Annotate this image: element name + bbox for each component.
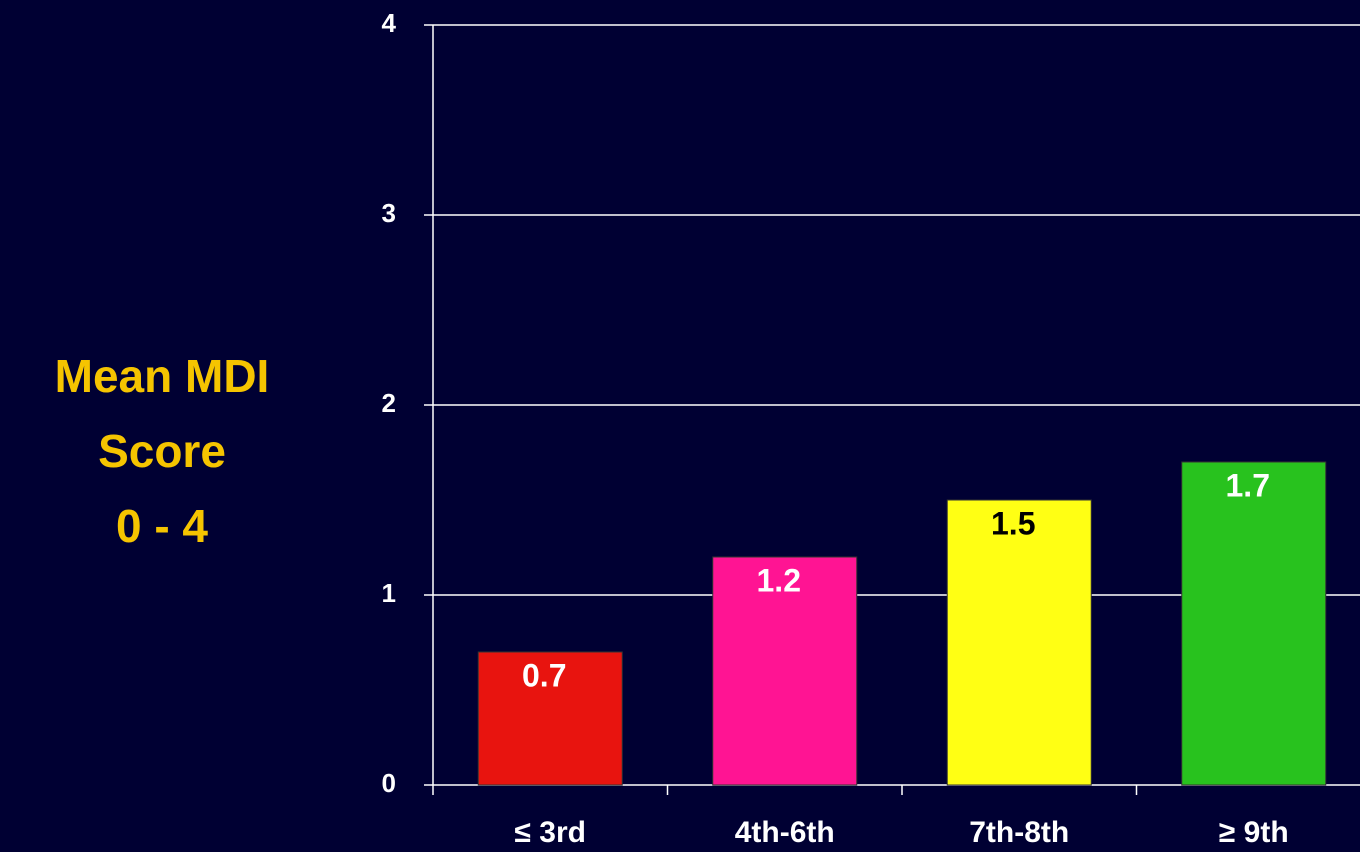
x-tick-label: ≥ 9th bbox=[1219, 816, 1289, 849]
y-tick-label: 3 bbox=[382, 198, 396, 228]
y-tick-label: 2 bbox=[382, 388, 396, 418]
y-axis-label: Mean MDI bbox=[55, 350, 270, 402]
y-axis-label: 0 - 4 bbox=[116, 500, 208, 552]
x-tick-label: 7th-8th bbox=[969, 816, 1069, 849]
x-tick-label: 4th-6th bbox=[735, 816, 835, 849]
y-tick-label: 0 bbox=[382, 768, 396, 798]
value-label: 0.7 bbox=[522, 657, 566, 693]
bar bbox=[946, 499, 1092, 786]
bar bbox=[477, 651, 623, 786]
bar bbox=[712, 556, 858, 786]
y-tick-label: 4 bbox=[382, 8, 397, 38]
value-label: 1.7 bbox=[1226, 467, 1270, 503]
bar bbox=[1181, 461, 1327, 786]
y-axis-label: Score bbox=[98, 425, 226, 477]
x-tick-label: ≤ 3rd bbox=[515, 816, 586, 849]
value-label: 1.5 bbox=[991, 505, 1035, 541]
value-label: 1.2 bbox=[757, 562, 801, 598]
y-tick-label: 1 bbox=[382, 578, 396, 608]
